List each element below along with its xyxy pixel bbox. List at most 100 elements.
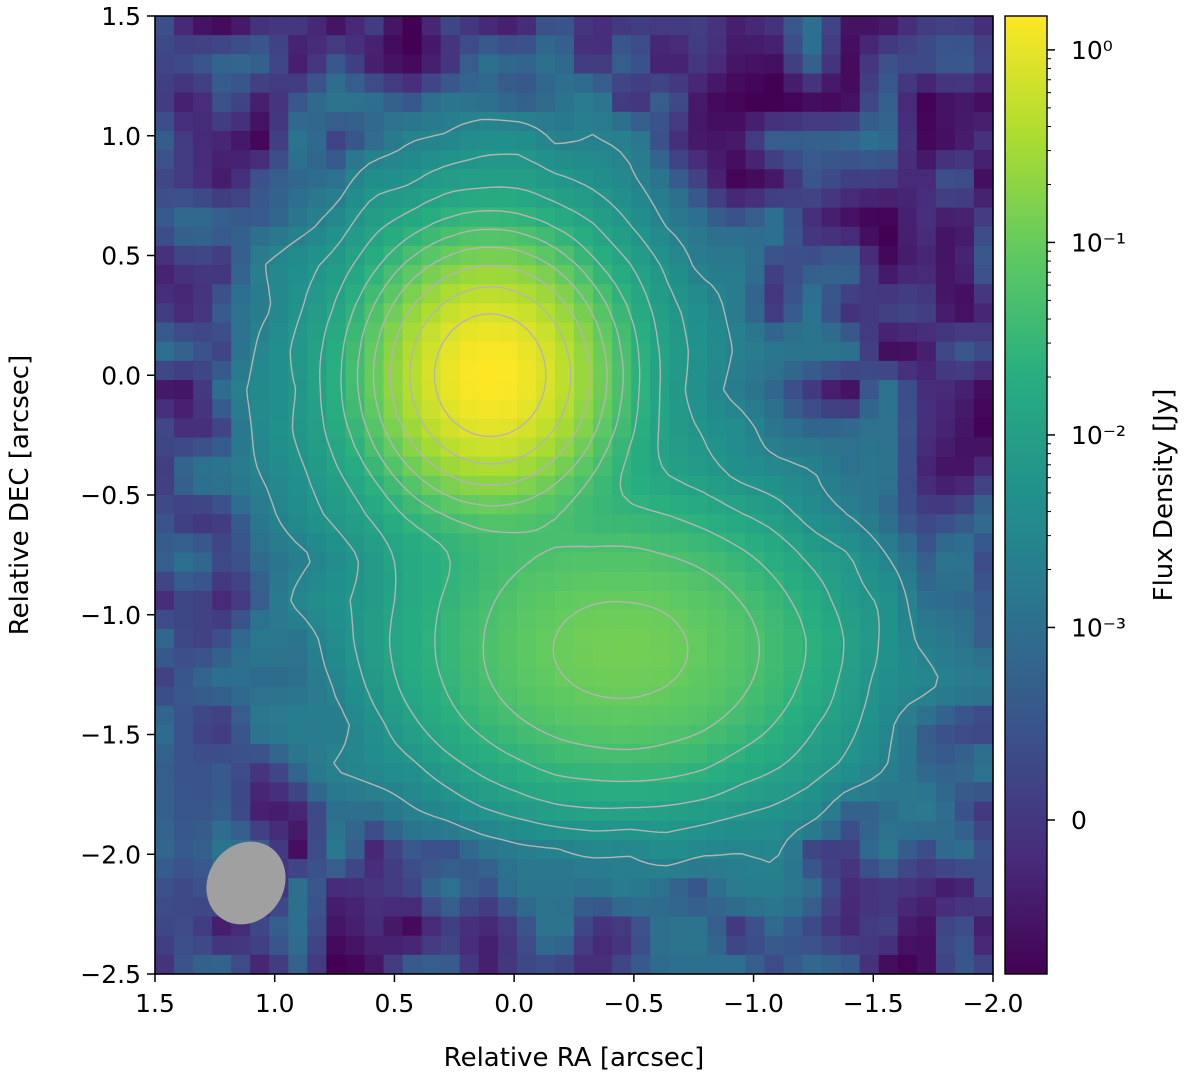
heatmap-cell xyxy=(897,360,918,381)
heatmap-cell xyxy=(954,744,975,764)
heatmap-cell xyxy=(878,590,899,611)
heatmap-cell xyxy=(231,667,251,688)
heatmap-cell xyxy=(307,514,328,534)
heatmap-cell xyxy=(554,54,575,75)
heatmap-cell xyxy=(593,571,613,592)
heatmap-cell xyxy=(593,839,613,860)
heatmap-cell xyxy=(745,609,766,630)
heatmap-cell xyxy=(231,284,251,304)
heatmap-cell xyxy=(250,552,270,573)
heatmap-cell xyxy=(440,954,461,974)
heatmap-cell xyxy=(554,590,575,611)
heatmap-cell xyxy=(935,35,956,55)
heatmap-cell xyxy=(193,495,213,515)
heatmap-cell xyxy=(554,648,575,669)
heatmap-cell xyxy=(516,705,537,726)
heatmap-cell xyxy=(897,418,918,439)
heatmap-cell xyxy=(631,73,651,94)
heatmap-cell xyxy=(174,437,194,458)
heatmap-cell xyxy=(840,111,861,132)
heatmap-cell xyxy=(193,916,213,937)
heatmap-cell xyxy=(688,73,708,94)
heatmap-cell xyxy=(935,207,956,228)
heatmap-cell xyxy=(155,322,175,343)
heatmap-cell xyxy=(897,648,918,669)
heatmap-cell xyxy=(193,418,213,439)
heatmap-cell xyxy=(459,609,480,630)
heatmap-cell xyxy=(840,284,861,304)
heatmap-cell xyxy=(745,954,766,974)
heatmap-cell xyxy=(726,839,747,860)
heatmap-cell xyxy=(193,16,213,36)
heatmap-cell xyxy=(364,284,385,304)
heatmap-cell xyxy=(459,322,480,343)
heatmap-cell xyxy=(897,801,918,822)
heatmap-cell xyxy=(288,207,308,228)
heatmap-cell xyxy=(497,552,518,573)
heatmap-cell xyxy=(174,724,194,745)
heatmap-cell xyxy=(821,571,842,592)
heatmap-cell xyxy=(631,667,651,688)
heatmap-cell xyxy=(897,322,918,343)
heatmap-cell xyxy=(878,130,899,151)
heatmap-cell xyxy=(878,456,899,477)
heatmap-cell xyxy=(497,92,518,113)
heatmap-cell xyxy=(707,571,727,592)
heatmap-cell xyxy=(364,533,385,554)
heatmap-cell xyxy=(269,284,289,304)
heatmap-cell xyxy=(535,54,556,75)
heatmap-cell xyxy=(840,954,861,974)
heatmap-cell xyxy=(383,916,404,937)
heatmap-cell xyxy=(802,590,823,611)
heatmap-cell xyxy=(193,609,213,630)
heatmap-cell xyxy=(478,533,499,554)
heatmap-cell xyxy=(326,284,347,304)
heatmap-cell xyxy=(269,130,289,151)
heatmap-cell xyxy=(402,150,423,170)
heatmap-cell xyxy=(383,303,404,324)
heatmap-cell xyxy=(954,456,975,477)
heatmap-cell xyxy=(383,801,404,822)
heatmap-cell xyxy=(174,667,194,688)
heatmap-cell xyxy=(364,169,385,190)
heatmap-cell xyxy=(402,763,423,783)
heatmap-cell xyxy=(231,92,251,113)
heatmap-cell xyxy=(307,820,328,841)
heatmap-cell xyxy=(840,265,861,285)
heatmap-cell xyxy=(916,705,937,726)
heatmap-cell xyxy=(345,686,366,707)
heatmap-cell xyxy=(669,380,689,400)
heatmap-cell xyxy=(402,226,423,247)
heatmap-cell xyxy=(307,111,328,132)
heatmap-cell xyxy=(726,284,747,304)
heatmap-cell xyxy=(935,686,956,707)
heatmap-cell xyxy=(688,475,708,496)
heatmap-cell xyxy=(973,437,993,458)
x-tick-label: 0.0 xyxy=(494,989,534,1018)
heatmap-cell xyxy=(878,265,899,285)
heatmap-cell xyxy=(421,495,442,515)
heatmap-cell xyxy=(174,16,194,36)
heatmap-cell xyxy=(707,54,727,75)
heatmap-cell xyxy=(859,475,880,496)
heatmap-cell xyxy=(174,226,194,247)
heatmap-cell xyxy=(326,514,347,534)
heatmap-cell xyxy=(745,226,766,247)
heatmap-cell xyxy=(802,380,823,400)
heatmap-cell xyxy=(593,533,613,554)
heatmap-cell xyxy=(973,648,993,669)
heatmap-cell xyxy=(935,878,956,898)
heatmap-cell xyxy=(250,820,270,841)
heatmap-cell xyxy=(478,284,499,304)
heatmap-cell xyxy=(631,782,651,803)
heatmap-cell xyxy=(688,130,708,151)
heatmap-cell xyxy=(859,360,880,381)
heatmap-cell xyxy=(688,111,708,132)
heatmap-cell xyxy=(478,399,499,419)
heatmap-cell xyxy=(212,820,232,841)
heatmap-cell xyxy=(421,878,442,898)
heatmap-cell xyxy=(535,265,556,285)
heatmap-cell xyxy=(478,897,499,918)
heatmap-cell xyxy=(802,609,823,630)
heatmap-cell xyxy=(535,705,556,726)
